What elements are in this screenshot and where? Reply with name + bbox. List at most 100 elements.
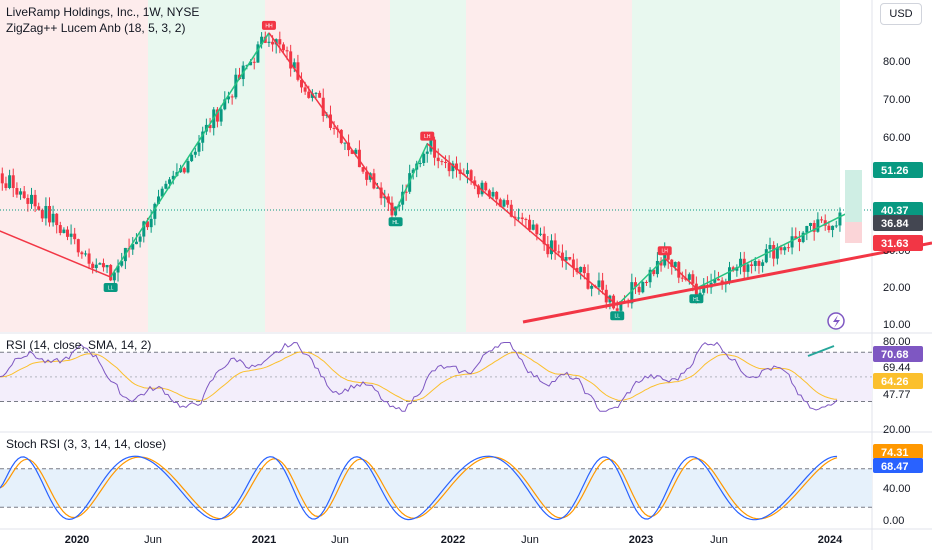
candle-body — [797, 238, 801, 242]
candle-body — [157, 196, 161, 204]
candle-body — [386, 196, 390, 203]
candle-body — [190, 154, 194, 162]
candle-body — [62, 229, 66, 233]
candle-body — [549, 240, 553, 255]
pivot-marker — [420, 131, 435, 141]
candle-body — [138, 236, 142, 242]
candle-body — [271, 41, 275, 45]
price-tick: 70.00 — [883, 94, 911, 106]
candle-body — [615, 308, 619, 311]
candle-body — [746, 264, 750, 272]
candle-body — [827, 225, 831, 231]
candle-body — [575, 267, 579, 273]
price-tag-label: 51.26 — [881, 165, 909, 177]
candle-body — [539, 233, 543, 235]
stoch-tag-label: 68.47 — [881, 461, 909, 473]
symbol-title: LiveRamp Holdings, Inc., 1W, NYSE — [6, 5, 200, 19]
candle-body — [816, 219, 820, 232]
rsi-tick: 80.00 — [883, 336, 911, 348]
candle-body — [436, 157, 440, 162]
candle-body — [347, 142, 351, 151]
stoch-legend: Stoch RSI (3, 3, 14, 14, close) — [6, 437, 167, 451]
candle-body — [354, 149, 358, 154]
time-tick: 2021 — [252, 534, 276, 546]
candle-body — [601, 280, 605, 290]
candle-body — [597, 280, 601, 288]
candle-body — [300, 79, 304, 88]
candle-body — [168, 179, 172, 184]
candle-body — [87, 253, 91, 264]
candle-body — [542, 233, 546, 245]
candle-body — [404, 191, 408, 193]
candle-body — [145, 221, 149, 228]
candle-body — [775, 247, 779, 259]
pivot-marker — [689, 294, 704, 304]
rsi-tick: 69.44 — [883, 362, 911, 374]
candle-body — [33, 194, 37, 207]
candle-body — [742, 258, 746, 272]
price-tag — [873, 162, 923, 178]
candle-body — [149, 218, 153, 228]
pivot-marker — [388, 217, 403, 227]
price-tag — [873, 215, 923, 231]
candle-body — [687, 274, 691, 280]
candle-body — [116, 265, 120, 273]
candle-body — [731, 267, 735, 271]
candle-body — [65, 229, 69, 237]
candle-body — [422, 153, 426, 164]
candle-body — [546, 244, 550, 255]
pivot-label: HL — [392, 220, 399, 226]
stoch-tag — [873, 444, 923, 459]
candle-body — [680, 277, 684, 279]
candle-body — [440, 161, 444, 163]
rsi-tick: 20.00 — [883, 424, 911, 436]
candle-body — [361, 167, 365, 172]
candle-body — [447, 162, 451, 172]
candle-body — [506, 200, 510, 205]
candle-body — [444, 161, 448, 163]
candle-body — [120, 261, 124, 266]
candle-body — [476, 185, 480, 195]
candle-body — [838, 212, 842, 226]
candle-body — [357, 149, 361, 168]
candle-body — [186, 161, 190, 173]
candle-body — [8, 175, 12, 188]
candle-body — [659, 260, 663, 266]
candle-body — [260, 36, 264, 45]
candle-body — [22, 191, 26, 198]
candle-body — [164, 183, 168, 189]
zigzag-segment — [616, 257, 666, 306]
candle-body — [26, 197, 30, 204]
candle-body — [4, 183, 8, 188]
candle-body — [383, 196, 387, 199]
candle-body — [182, 168, 186, 173]
time-tick: Jun — [144, 534, 162, 546]
candle-body — [281, 44, 285, 51]
candle-body — [397, 204, 401, 207]
candle-body — [831, 225, 835, 231]
overlays — [0, 170, 932, 330]
candle-body — [131, 244, 135, 250]
candle-body — [73, 233, 77, 240]
currency-button[interactable]: USD — [880, 3, 922, 25]
candle-body — [655, 260, 659, 275]
candle-body — [753, 261, 757, 266]
candle-body — [491, 191, 495, 197]
candle-body — [98, 263, 102, 265]
zigzag-segment — [696, 208, 856, 289]
candle-body — [465, 170, 469, 174]
trend-zone — [728, 0, 840, 332]
candle-body — [702, 284, 706, 293]
candle-body — [487, 190, 491, 197]
trend-zones — [0, 0, 840, 332]
candle-body — [252, 61, 256, 63]
rsi-pane — [0, 341, 872, 412]
candle-body — [637, 286, 641, 293]
candle-body — [343, 142, 347, 144]
stoch-tag-label: 74.31 — [881, 447, 909, 459]
candle-body — [94, 264, 98, 269]
candle-body — [401, 191, 405, 205]
stoch-band — [0, 468, 872, 508]
